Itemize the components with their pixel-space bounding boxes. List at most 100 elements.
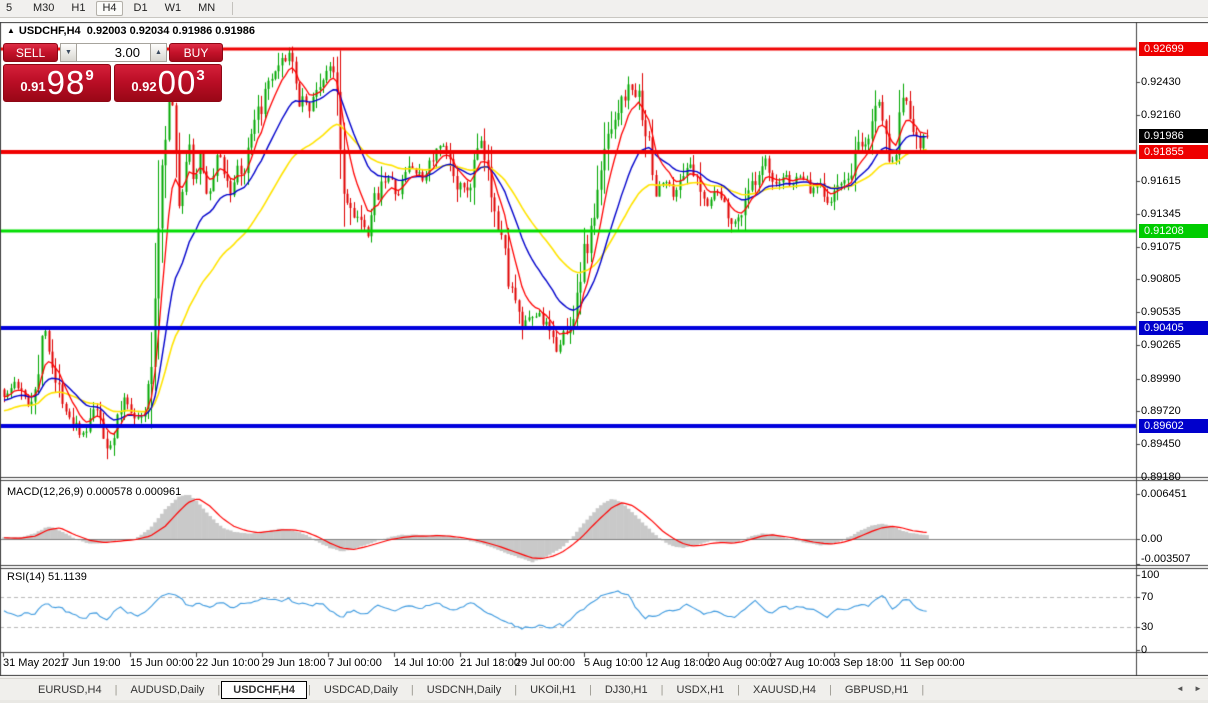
price-badge: 0.91855 (1139, 144, 1208, 159)
volume-increase-icon: ▲ (155, 49, 162, 56)
price-tick-label: 0.91345 (1141, 207, 1181, 220)
price-tick-label: 0.90535 (1141, 306, 1181, 319)
time-axis-label: 29 Jun 18:00 (262, 657, 326, 669)
buy-price-big: 00 (157, 64, 197, 101)
period-button-H4[interactable]: H4 (96, 1, 123, 16)
chart-tab-XAUUSD-H4[interactable]: XAUUSD,H4 (753, 683, 816, 696)
chart-canvas[interactable] (0, 22, 1208, 676)
price-tick-label: 0.90265 (1141, 339, 1181, 352)
tab-separator: | (828, 683, 832, 696)
chart-tab-EURUSD-H4[interactable]: EURUSD,H4 (38, 683, 102, 696)
buy-price-sup: 3 (196, 67, 205, 84)
tab-separator: | (410, 683, 414, 696)
chart-title-symbol: USDCHF,H4 (18, 25, 81, 37)
tab-separator: | (660, 683, 664, 696)
chart-tab-GBPUSD-H1[interactable]: GBPUSD,H1 (844, 683, 909, 696)
toolbar-substrip (0, 18, 1208, 22)
price-badge: 0.92699 (1139, 42, 1208, 57)
chart-title: ▲ USDCHF,H4 0.92003 0.92034 0.91986 0.919… (7, 25, 255, 37)
price-tick-label: 0.90805 (1141, 273, 1181, 286)
volume-box (77, 43, 150, 62)
sell-button[interactable]: SELL (3, 43, 58, 62)
period-button-D1[interactable]: D1 (133, 2, 148, 14)
period-button-5[interactable]: 5 (6, 2, 13, 14)
tab-separator: | (737, 683, 741, 696)
macd-axis-label: 0.006451 (1141, 487, 1187, 500)
tab-scroll-right[interactable]: ► (1194, 684, 1202, 693)
time-axis-label: 7 Jun 19:00 (63, 657, 121, 669)
buy-price-display[interactable]: 0.92 00 3 (114, 64, 222, 102)
price-badge: 0.90405 (1139, 321, 1208, 336)
time-axis-label: 3 Sep 18:00 (834, 657, 894, 669)
tab-separator: | (514, 683, 518, 696)
price-badge: 0.91986 (1139, 128, 1208, 143)
period-button-W1[interactable]: W1 (164, 2, 182, 14)
volume-increase-button[interactable]: ▲ (150, 43, 167, 62)
timeframe-toolbar: 5 M30 H1 H4 D1 W1 MN (0, 0, 1208, 18)
sell-price-sup: 9 (85, 67, 94, 84)
volume-decrease-icon: ▼ (65, 49, 72, 56)
price-tick-label: 0.89180 (1141, 470, 1181, 483)
chart-tab-AUDUSD-Daily[interactable]: AUDUSD,Daily (130, 683, 205, 696)
tab-separator: | (308, 683, 311, 696)
rsi-axis-label: 100 (1141, 568, 1160, 581)
time-axis-label: 21 Jul 18:00 (460, 657, 520, 669)
chart-tab-USDCNH-Daily[interactable]: USDCNH,Daily (426, 683, 502, 696)
time-axis-label: 5 Aug 10:00 (584, 657, 643, 669)
chart-tab-UKOil-H1[interactable]: UKOil,H1 (530, 683, 576, 696)
macd-axis-label: 0.00 (1141, 533, 1163, 545)
time-axis-label: 15 Jun 00:00 (130, 657, 194, 669)
chart-tab-USDCHF-H4[interactable]: USDCHF,H4 (221, 680, 307, 699)
tab-separator: | (588, 683, 592, 696)
time-axis-label: 7 Jul 00:00 (328, 657, 382, 669)
chart-tab-USDX-H1[interactable]: USDX,H1 (676, 683, 725, 696)
tab-separator: | (217, 683, 221, 696)
price-tick-label: 0.89990 (1141, 372, 1181, 385)
time-axis-label: 14 Jul 10:00 (394, 657, 454, 669)
price-badge: 0.91208 (1139, 223, 1208, 238)
status-strip (0, 700, 1208, 703)
time-axis-label: 31 May 2021 (3, 657, 67, 669)
macd-indicator-label: MACD(12,26,9) 0.000578 0.000961 (7, 486, 182, 498)
time-axis-label: 27 Aug 10:00 (770, 657, 835, 669)
price-tick-label: 0.89720 (1141, 405, 1181, 418)
price-tick-label: 0.92160 (1141, 108, 1181, 121)
time-axis-label: 22 Jun 10:00 (196, 657, 260, 669)
time-axis-label: 12 Aug 18:00 (646, 657, 711, 669)
chart-tab-DJ30-H1[interactable]: DJ30,H1 (604, 683, 648, 696)
tab-separator: | (921, 683, 925, 696)
price-tick-label: 0.92430 (1141, 76, 1181, 89)
macd-axis-label: -0.003507 (1141, 552, 1191, 565)
price-badge: 0.89602 (1139, 418, 1208, 433)
timeframe-buttons: 5 M30 H1 H4 D1 W1 MN (0, 1, 226, 16)
price-tick-label: 0.89450 (1141, 438, 1181, 451)
rsi-axis-label: 70 (1141, 591, 1154, 603)
volume-input[interactable] (77, 44, 150, 61)
tab-strip: EURUSD,H4 | AUDUSD,Daily | USDCHF,H4 | USDCAD,… (26, 680, 925, 699)
symbol-tab-bar: EURUSD,H4 | AUDUSD,Daily | USDCHF,H4 | USDCAD,… (0, 678, 1208, 700)
rsi-axis-label: 0 (1141, 643, 1148, 656)
buy-price-prefix: 0.92 (131, 79, 157, 94)
time-axis-label: 20 Aug 00:00 (708, 657, 773, 669)
sell-price-prefix: 0.91 (20, 79, 46, 94)
sell-price-display[interactable]: 0.91 98 9 (3, 64, 111, 102)
toolbar-separator (232, 2, 234, 15)
time-axis-label: 29 Jul 00:00 (515, 657, 575, 669)
period-button-MN[interactable]: MN (198, 2, 216, 14)
volume-decrease-button[interactable]: ▼ (60, 43, 77, 62)
period-button-H1[interactable]: H1 (71, 2, 86, 14)
one-click-trading-panel: SELL ▼ ▲ BUY 0.91 98 9 0.92 00 3 (3, 43, 223, 102)
chart-tab-USDCAD-Daily[interactable]: USDCAD,Daily (323, 683, 398, 696)
tab-scroll-left[interactable]: ◄ (1176, 684, 1184, 693)
time-axis-label: 11 Sep 00:00 (900, 657, 965, 669)
period-button-M30[interactable]: M30 (33, 2, 55, 14)
buy-button[interactable]: BUY (169, 43, 223, 62)
collapse-triangle-icon[interactable]: ▲ (7, 26, 15, 35)
rsi-indicator-label: RSI(14) 51.1139 (7, 571, 87, 583)
rsi-axis-label: 30 (1141, 621, 1154, 633)
price-tick-label: 0.91615 (1141, 175, 1181, 188)
chart-title-quotes: 0.92003 0.92034 0.91986 0.91986 (86, 25, 255, 37)
price-tick-label: 0.91075 (1141, 240, 1181, 253)
tab-separator: | (114, 683, 118, 696)
